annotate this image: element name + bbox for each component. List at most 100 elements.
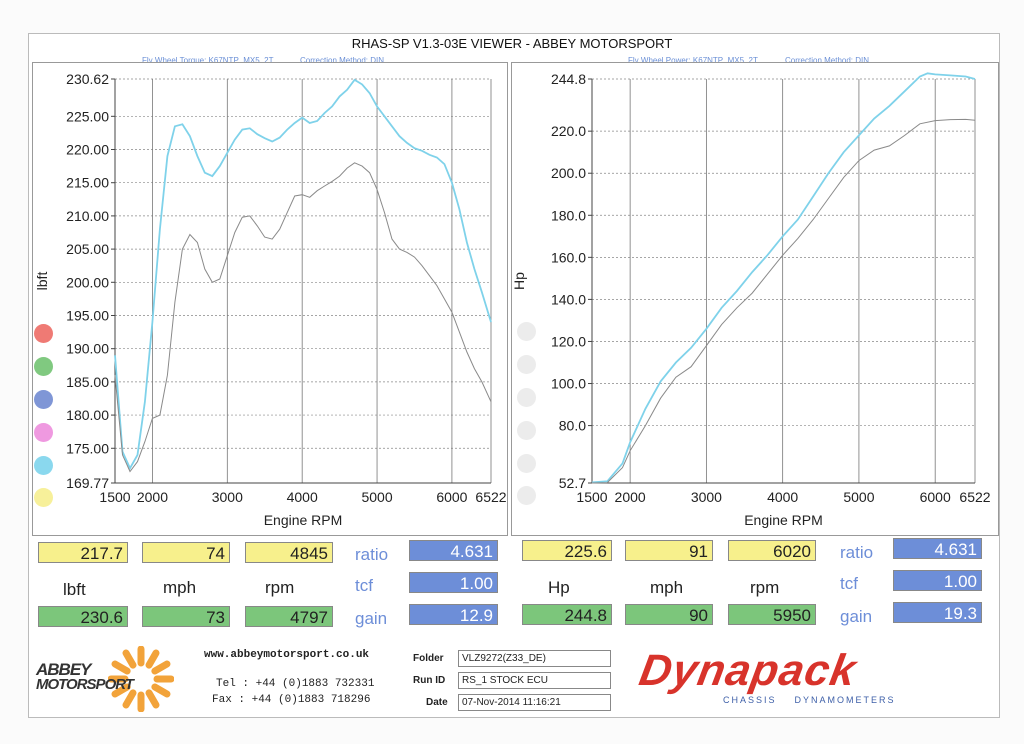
left-correction: Correction Method: DIN	[300, 56, 385, 65]
date-label: Date	[426, 697, 448, 708]
sunburst-ray-4	[122, 689, 137, 709]
power-y-tick-2: 200.0	[551, 165, 586, 181]
right-max-power: 225.6	[522, 540, 612, 561]
right-peak-power: 244.8	[522, 604, 612, 625]
right-correction: Correction Method: DIN	[785, 56, 870, 65]
torque-y-tick-2: 220.00	[66, 142, 109, 158]
left-max-mph: 74	[142, 542, 230, 563]
left-subtitle: Fly Wheel Torque: K67NTP_MX5_2T	[142, 56, 274, 65]
left-peak-rpm: 4797	[245, 606, 333, 627]
torque-y-tick-0: 230.62	[66, 71, 109, 87]
sunburst-ray-8	[122, 649, 137, 669]
power-panel: 244.8 220.0 200.0 180.0 160.0 140.0 120.0 100.0…	[511, 62, 999, 536]
runid-field[interactable]: RS_1 STOCK ECU	[458, 672, 611, 689]
torque-y-tick-11: 175.00	[66, 440, 109, 456]
series-dot-empty-1[interactable]	[517, 322, 536, 341]
series-dot-empty-4[interactable]	[517, 421, 536, 440]
torque-y-tick-10: 180.00	[66, 407, 109, 423]
sunburst-ray-7	[111, 660, 131, 675]
torque-y-tick-9: 185.00	[66, 374, 109, 390]
left-peak-mph: 73	[142, 606, 230, 627]
power-y-tick-0: 244.8	[551, 71, 586, 87]
left-ratio-value: 4.631	[409, 540, 498, 561]
series-dot-blue[interactable]	[34, 390, 53, 409]
right-subtitle: Fly Wheel Power: K67NTP_MX5_2T	[628, 56, 758, 65]
torque-y-tick-3: 215.00	[66, 175, 109, 191]
torque-y-tick-7: 195.00	[66, 307, 109, 323]
footer: ABBEY MOTORSPORT www.abbeymotorsport.co.…	[28, 640, 998, 716]
power-y-tick-8: 80.0	[559, 418, 586, 434]
power-y-tick-7: 100.0	[551, 376, 586, 392]
sunburst-ray-5	[111, 683, 131, 698]
date-field[interactable]: 07-Nov-2014 11:16:21	[458, 694, 611, 711]
torque-x-tick-4: 5000	[361, 489, 392, 505]
left-max-rpm: 4845	[245, 542, 333, 563]
left-gain-value: 12.9	[409, 604, 498, 625]
torque-y-label: lbft	[34, 272, 50, 291]
right-tcf-label: tcf	[840, 574, 858, 593]
sunburst-ray-10	[145, 649, 160, 669]
power-series-uncorrected	[591, 118, 976, 484]
torque-x-tick-3: 4000	[287, 489, 318, 505]
left-max-torque: 217.7	[38, 542, 128, 563]
series-dot-empty-2[interactable]	[517, 355, 536, 374]
power-y-tick-5: 140.0	[551, 291, 586, 307]
series-dot-pink[interactable]	[34, 423, 53, 442]
torque-x-tick-6: 6522	[475, 489, 506, 505]
power-y-tick-4: 160.0	[551, 249, 586, 265]
power-x-tick-2: 3000	[691, 489, 722, 505]
right-peak-rpm: 5950	[728, 604, 816, 625]
power-x-tick-1: 2000	[615, 489, 646, 505]
sunburst-ray-1	[151, 683, 171, 698]
torque-series-uncorrected	[114, 162, 492, 473]
power-x-tick-3: 4000	[767, 489, 798, 505]
power-y-tick-3: 180.0	[551, 207, 586, 223]
power-x-tick-4: 5000	[843, 489, 874, 505]
left-mph-label: mph	[163, 578, 197, 597]
right-unit-label: Hp	[548, 578, 570, 597]
dynapack-logo: Dynapack	[635, 646, 861, 695]
power-y-tick-9: 52.7	[559, 475, 586, 491]
torque-panel: 230.62 225.00 220.00 215.00 210.00 205.00 200.…	[32, 62, 508, 536]
fax: Fax : +44 (0)1883 718296	[212, 694, 371, 706]
logo-text-abbey: ABBEY	[36, 660, 92, 679]
torque-x-tick-1: 2000	[137, 489, 168, 505]
website-link[interactable]: www.abbeymotorsport.co.uk	[204, 649, 370, 661]
power-series-corrected	[591, 72, 976, 484]
logo-sunburst	[108, 646, 174, 712]
folder-field[interactable]: VLZ9272(Z33_DE)	[458, 650, 611, 667]
torque-y-tick-4: 210.00	[66, 208, 109, 224]
sunburst-ray-2	[145, 689, 160, 709]
series-dot-red[interactable]	[34, 324, 53, 343]
series-dot-empty-6[interactable]	[517, 486, 536, 505]
torque-chart: 230.62 225.00 220.00 215.00 210.00 205.00 200.…	[34, 71, 507, 528]
power-y-tick-1: 220.0	[551, 123, 586, 139]
logo-text-motorsport: MOTORSPORT	[36, 676, 134, 693]
power-y-label: Hp	[512, 272, 527, 290]
series-dot-cyan[interactable]	[34, 456, 53, 475]
right-gain-label: gain	[840, 607, 873, 626]
right-ratio-value: 4.631	[893, 538, 982, 559]
folder-label: Folder	[413, 653, 444, 664]
runid-label: Run ID	[413, 675, 446, 686]
series-dot-green[interactable]	[34, 357, 53, 376]
power-x-label: Engine RPM	[744, 512, 823, 528]
right-gain-value: 19.3	[893, 602, 982, 623]
series-dot-empty-5[interactable]	[517, 454, 536, 473]
telephone: Tel : +44 (0)1883 732331	[216, 678, 375, 690]
power-chart: 244.8 220.0 200.0 180.0 160.0 140.0 120.0 100.0…	[511, 71, 991, 528]
left-unit-label: lbft	[63, 580, 86, 599]
power-x-tick-6: 6522	[959, 489, 990, 505]
torque-x-tick-5: 6000	[436, 489, 467, 505]
right-rpm-label: rpm	[750, 578, 780, 597]
left-ratio-label: ratio	[355, 545, 389, 564]
dynapack-tagline: CHASSIS DYNAMOMETERS	[723, 695, 896, 705]
power-x-tick-5: 6000	[920, 489, 951, 505]
torque-x-label: Engine RPM	[264, 512, 343, 528]
right-ratio-label: ratio	[840, 543, 874, 562]
torque-y-tick-6: 200.00	[66, 274, 109, 290]
series-dot-yellow[interactable]	[34, 488, 53, 507]
torque-x-tick-0: 1500	[99, 489, 130, 505]
series-dot-empty-3[interactable]	[517, 388, 536, 407]
torque-y-tick-5: 205.00	[66, 241, 109, 257]
